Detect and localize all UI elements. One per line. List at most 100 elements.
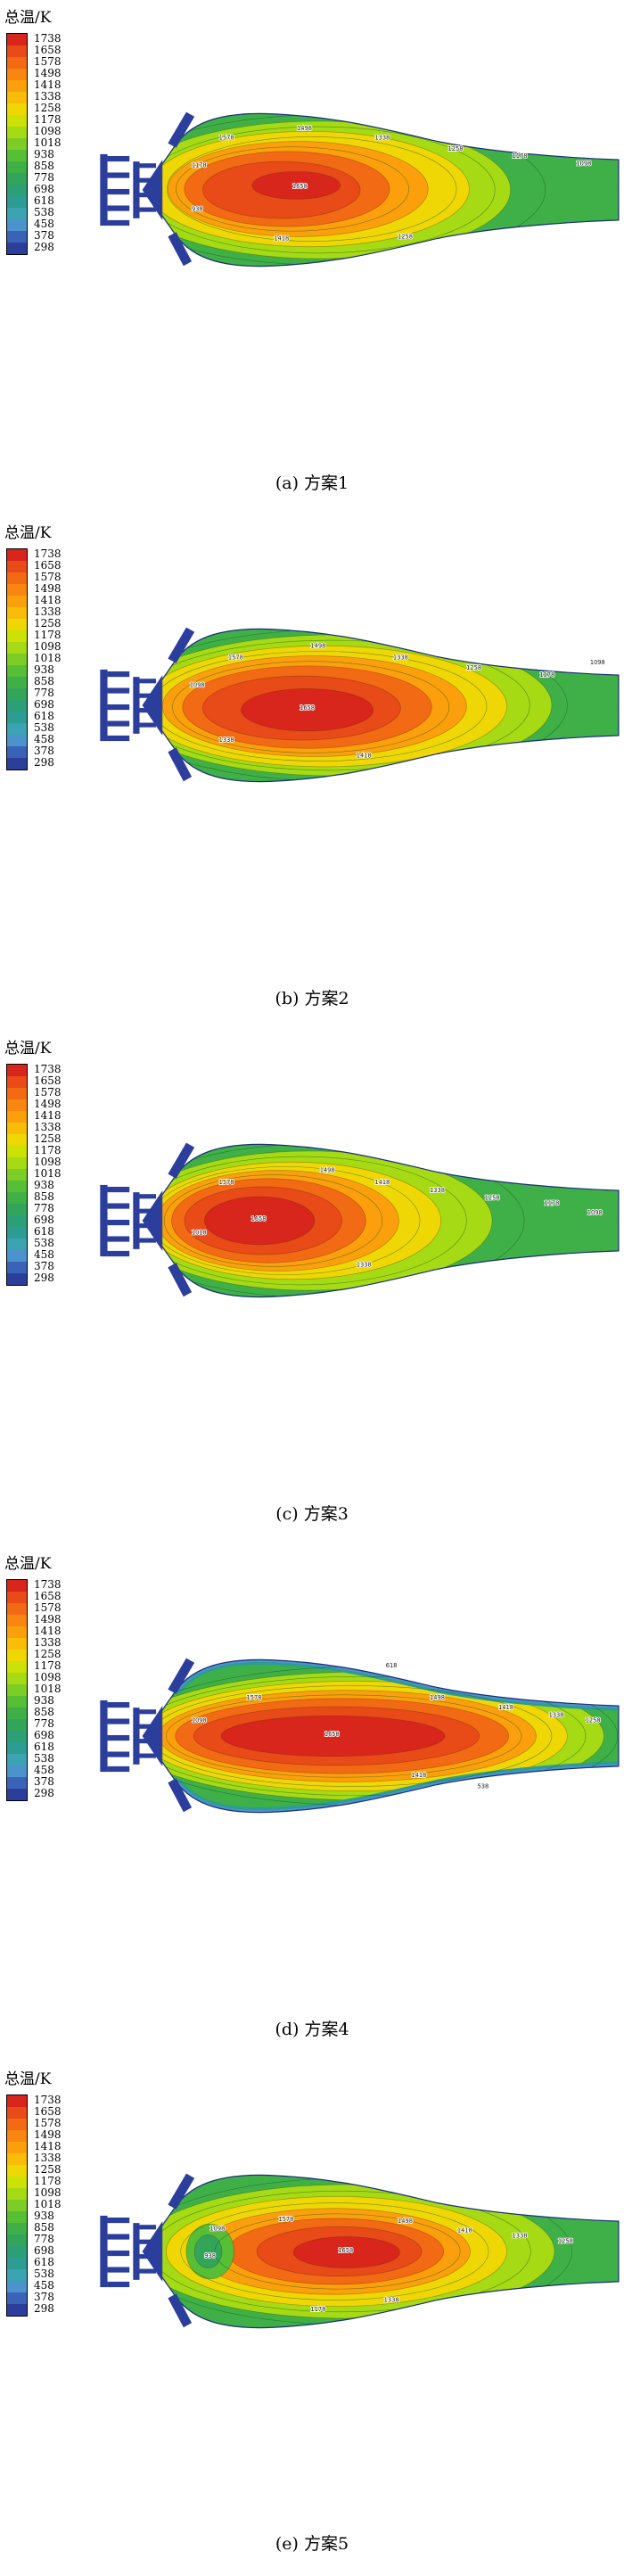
contour-band	[204, 1196, 316, 1246]
contour-label: 1578	[246, 1694, 261, 1701]
duct-outline	[143, 112, 620, 267]
geometry-shape	[107, 2234, 130, 2240]
legend-value: 1738	[34, 1063, 62, 1075]
contour-band	[193, 2234, 223, 2268]
legend-title: 总温/K	[4, 2070, 52, 2088]
legend-value: 298	[34, 2302, 54, 2315]
legend-color-swatch	[7, 1708, 27, 1719]
contour-label: 1338	[357, 1261, 372, 1268]
geometry-shape	[107, 2267, 130, 2273]
contour-label: 1578	[278, 2216, 293, 2223]
geometry-shape	[139, 2268, 157, 2274]
legend-color-swatch	[7, 1742, 27, 1754]
legend-value: 1098	[34, 1671, 62, 1683]
contour-label: 1178	[544, 1200, 559, 1207]
legend-value: 1658	[34, 2105, 62, 2118]
contour-plot-a: 1578 1498 1338 1258 1178 1098 1658 1418 1258 1178…	[100, 111, 620, 267]
legend-color-swatch	[7, 1134, 27, 1146]
geometry-shape	[107, 1219, 130, 1226]
geometry-shape	[139, 1709, 157, 1715]
legend-color-swatch	[7, 150, 27, 161]
contour-label: 1578	[228, 654, 243, 662]
legend-value: 698	[34, 698, 54, 711]
contour-label: 1098	[590, 659, 605, 666]
legend-body: 1738 1658 1578 1498 1418 1338 1258 1178 1098 1018…	[6, 33, 62, 255]
legend-color-swatch	[7, 1754, 27, 1765]
legend-color-swatch	[7, 712, 27, 723]
strut-geometry	[100, 627, 195, 782]
legend-color-swatch	[7, 2246, 27, 2258]
contour-plot-area: 1658 1578 1498 1418 1338 1258 618 538 1418 1098	[89, 1589, 620, 1883]
legend-value: 538	[34, 206, 54, 218]
contour-band	[144, 1144, 525, 1297]
legend-value: 1018	[34, 1683, 62, 1695]
contour-band	[167, 136, 457, 242]
legend-color-swatch	[7, 92, 27, 103]
geometry-shape	[168, 1263, 193, 1297]
geometry-shape	[107, 1701, 130, 1708]
geometry-shape	[139, 1724, 157, 1729]
legend-color-swatch	[7, 1615, 27, 1626]
legend-color-swatch	[7, 45, 27, 57]
contour-label: 1578	[219, 134, 234, 141]
panel-a: 总温/K 1738 1658 1578 1498 1418 1338 1258 1178 109…	[0, 0, 624, 515]
legend-color-swatch	[7, 2177, 27, 2188]
legend-color-swatch	[7, 161, 27, 173]
legend-title: 总温/K	[4, 524, 52, 542]
legend-body: 1738 1658 1578 1498 1418 1338 1258 1178 1098 1018…	[6, 2095, 62, 2317]
contour-label: 1418	[457, 2226, 472, 2234]
geometry-shape	[139, 1238, 157, 1243]
geometry-shape	[107, 1765, 130, 1773]
panel-c: 总温/K 1738 1658 1578 1498 1418 1338 1258 1178 109…	[0, 1031, 624, 1546]
legend-color-swatch	[7, 127, 27, 138]
contour-label: 1178	[192, 161, 207, 169]
legend-value: 298	[34, 756, 54, 769]
geometry-shape	[107, 2250, 130, 2257]
legend-body: 1738 1658 1578 1498 1418 1338 1258 1178 1098 1018…	[6, 548, 62, 770]
legend-color-swatch	[7, 1765, 27, 1777]
geometry-shape	[168, 2173, 195, 2210]
geometry-shape	[168, 627, 195, 663]
contour-label: 1418	[411, 1772, 426, 1779]
legend-color-swatch	[7, 549, 27, 561]
contour-label: 1338	[512, 2233, 527, 2240]
legend-value: 858	[34, 675, 54, 687]
legend-value: 1498	[34, 67, 62, 79]
legend-color-swatch	[7, 1777, 27, 1789]
geometry-shape	[142, 1706, 163, 1766]
legend-value: 1738	[34, 2094, 62, 2106]
contour-label: 1098	[576, 160, 591, 167]
legend-color-swatch	[7, 1215, 27, 1227]
contour-field	[144, 629, 619, 782]
geometry-shape	[139, 722, 157, 728]
geometry-shape	[107, 1203, 130, 1209]
legend-value: 618	[34, 1741, 54, 1753]
geometry-shape	[107, 2281, 130, 2288]
legend-value: 458	[34, 1248, 54, 1261]
legend-color-swatch	[7, 2188, 27, 2200]
legend-value: 458	[34, 1764, 54, 1776]
legend-value: 938	[34, 663, 54, 676]
legend-color-swatch	[7, 1065, 27, 1076]
geometry-shape	[107, 172, 130, 178]
contour-plot-area: 1658 1578 1498 1418 1338 1258 1178 1098 1338 1018	[89, 1074, 620, 1368]
contour-plot-e: 1658 1578 1498 1418 1338 1258 1098 938 1338 1178	[100, 2173, 620, 2329]
contour-band	[251, 171, 341, 200]
legend-value: 1658	[34, 44, 62, 56]
contour-label: 1098	[190, 681, 205, 688]
geometry-shape	[139, 693, 157, 698]
legend-value: 378	[34, 229, 54, 242]
legend-color-swatch	[7, 1111, 27, 1123]
contour-label: 1258	[448, 145, 464, 152]
legend-color-swatch	[7, 1192, 27, 1204]
legend-color-swatch	[7, 2200, 27, 2211]
contour-label: 618	[386, 1662, 398, 1669]
legend-color-swatch	[7, 1088, 27, 1099]
legend-color-swatch	[7, 243, 27, 254]
legend-value: 298	[34, 1787, 54, 1799]
legend-color-swatch	[7, 1204, 27, 1215]
legend-color-swatch	[7, 1580, 27, 1592]
legend-value: 938	[34, 2210, 54, 2222]
contour-label: 1418	[374, 1179, 390, 1186]
